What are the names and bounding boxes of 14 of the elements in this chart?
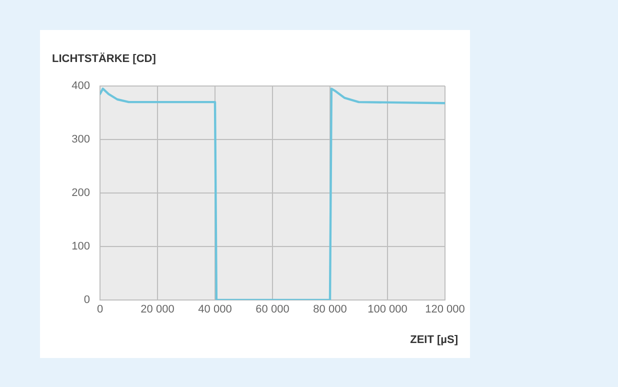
x-tick-label: 80 000	[313, 304, 347, 316]
x-tick-label: 20 000	[140, 304, 174, 316]
y-tick-label: 300	[72, 134, 90, 146]
x-tick-label: 100 000	[368, 304, 408, 316]
y-axis-title: LICHTSTÄRKE [CD]	[52, 53, 156, 65]
x-tick-label: 60 000	[256, 304, 290, 316]
x-axis-title: ZEIT [µS]	[410, 334, 458, 346]
x-tick-label: 0	[96, 304, 104, 316]
y-tick-label: 0	[84, 294, 90, 306]
y-tick-label: 400	[72, 80, 90, 92]
x-tick-label: 120 000	[425, 304, 465, 316]
x-tick-label: 40 000	[198, 304, 232, 316]
y-tick-label: 200	[72, 187, 90, 200]
y-tick-label: 100	[72, 240, 90, 253]
